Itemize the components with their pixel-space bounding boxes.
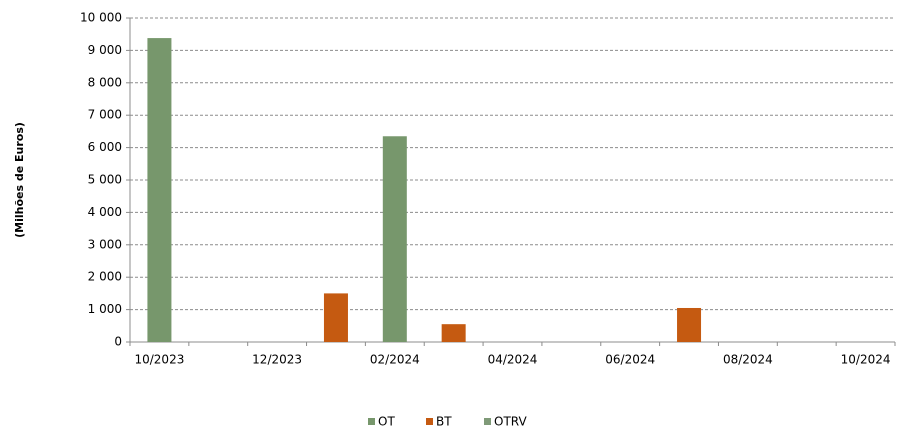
- legend-swatch: [426, 418, 433, 425]
- legend-swatch: [484, 418, 491, 425]
- y-tick-label: 4 000: [88, 205, 122, 219]
- bar: [441, 324, 466, 342]
- x-tick-label: 06/2024: [605, 353, 655, 367]
- y-tick-label: 1 000: [88, 302, 122, 316]
- x-tick-label: 02/2024: [370, 353, 420, 367]
- x-tick-label: 10/2024: [841, 353, 891, 367]
- y-tick-label: 0: [114, 335, 122, 349]
- bar: [147, 38, 172, 342]
- y-tick-label: 5 000: [88, 173, 122, 187]
- legend-label: BT: [436, 415, 452, 429]
- x-tick-label: 12/2023: [252, 353, 302, 367]
- x-tick-label: 04/2024: [488, 353, 538, 367]
- y-tick-label: 9 000: [88, 43, 122, 57]
- y-tick-label: 7 000: [88, 108, 122, 122]
- x-tick-label: 08/2024: [723, 353, 773, 367]
- y-tick-label: 2 000: [88, 270, 122, 284]
- bar: [677, 307, 702, 342]
- legend-swatch: [368, 418, 375, 425]
- y-axis-label: (Milhões de Euros): [13, 122, 26, 238]
- y-tick-label: 8 000: [88, 75, 122, 89]
- legend-label: OT: [378, 415, 395, 429]
- bar: [382, 136, 407, 342]
- x-tick-label: 10/2023: [134, 353, 184, 367]
- legend-label: OTRV: [494, 415, 527, 429]
- bar: [323, 293, 348, 342]
- y-tick-label: 10 000: [80, 11, 122, 25]
- y-tick-label: 3 000: [88, 237, 122, 251]
- y-tick-label: 6 000: [88, 140, 122, 154]
